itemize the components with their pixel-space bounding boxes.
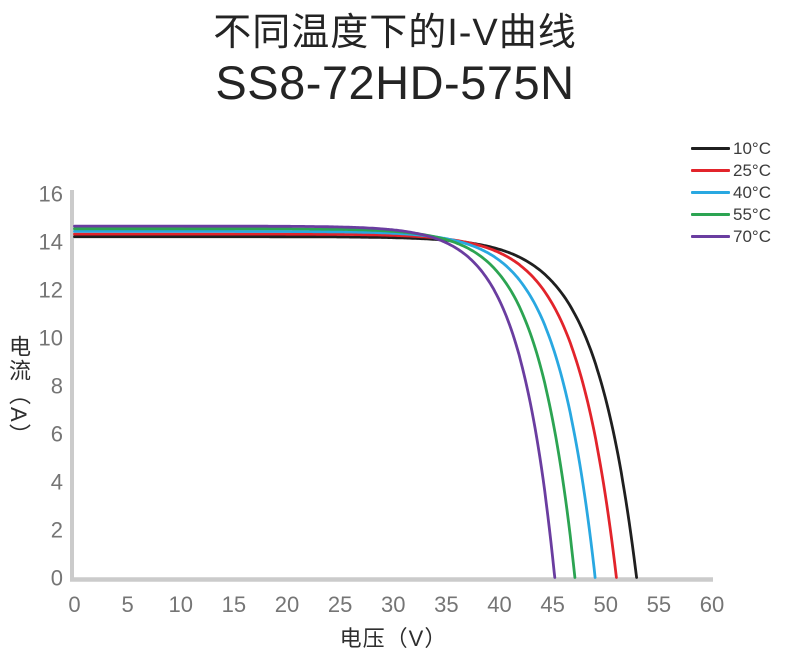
legend-item-70°c: 70°C — [691, 227, 771, 246]
legend-item-55°c: 55°C — [691, 205, 771, 224]
x-tick-label: 45 — [540, 592, 564, 617]
chart-title: 不同温度下的I-V曲线 SS8-72HD-575N — [0, 8, 790, 108]
legend-label: 55°C — [733, 205, 771, 224]
x-tick-label: 15 — [222, 592, 246, 617]
legend-label: 25°C — [733, 161, 771, 180]
legend-label: 10°C — [733, 139, 771, 158]
x-tick-label: 10 — [169, 592, 193, 617]
x-tick-label: 20 — [275, 592, 299, 617]
x-tick-label: 30 — [381, 592, 405, 617]
legend: 10°C 25°C 40°C 55°C 70°C — [691, 139, 771, 246]
x-tick-label: 60 — [700, 592, 724, 617]
x-tick-label: 5 — [122, 592, 134, 617]
legend-item-25°c: 25°C — [691, 161, 771, 180]
x-tick-label: 35 — [434, 592, 458, 617]
legend-line-swatch — [691, 213, 730, 216]
y-tick-label: 6 — [51, 422, 63, 447]
curve-25°c — [73, 232, 618, 579]
y-tick-label: 4 — [51, 470, 63, 495]
x-tick-label: 25 — [328, 592, 352, 617]
y-tick-label: 0 — [51, 566, 63, 591]
chart-title-line2: SS8-72HD-575N — [215, 56, 575, 109]
legend-line-swatch — [691, 191, 730, 194]
x-tick-label: 55 — [647, 592, 671, 617]
legend-label: 40°C — [733, 183, 771, 202]
x-tick-label: 0 — [68, 592, 80, 617]
legend-item-40°c: 40°C — [691, 183, 771, 202]
curve-70°c — [73, 224, 557, 579]
y-tick-label: 14 — [39, 230, 63, 255]
legend-item-10°c: 10°C — [691, 139, 771, 158]
curve-40°c — [73, 230, 597, 579]
y-tick-label: 10 — [39, 326, 63, 351]
x-tick-label: 50 — [594, 592, 618, 617]
x-tick-label: 40 — [487, 592, 511, 617]
legend-label: 70°C — [733, 227, 771, 246]
y-axis-label: 电流（A） — [6, 335, 31, 448]
chart-title-line1: 不同温度下的I-V曲线 — [213, 12, 577, 54]
curve-10°c — [73, 235, 638, 579]
x-axis-label: 电压（V） — [339, 626, 448, 651]
legend-line-swatch — [691, 169, 730, 172]
legend-line-swatch — [691, 147, 730, 150]
y-tick-label: 8 — [51, 374, 63, 399]
legend-line-swatch — [691, 235, 730, 238]
y-tick-label: 16 — [39, 182, 63, 207]
curve-55°c — [73, 227, 577, 579]
y-tick-label: 2 — [51, 518, 63, 543]
y-tick-label: 12 — [39, 278, 63, 303]
